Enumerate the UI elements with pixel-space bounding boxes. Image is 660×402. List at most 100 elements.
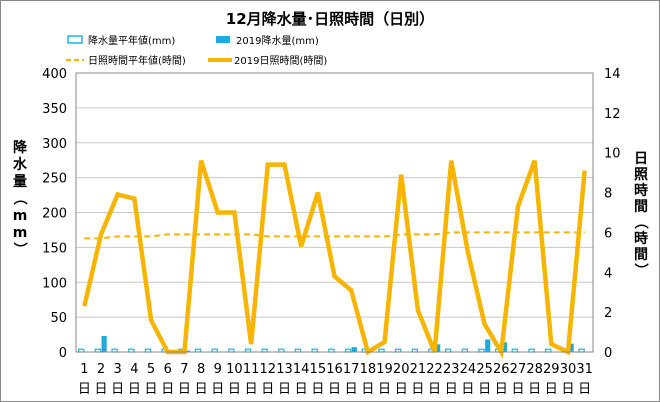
left-tick-label: 150 [42,241,67,256]
axis-label-char: m [13,225,28,241]
x-tick-suffix: 日 [78,382,91,397]
left-tick-label: 300 [42,137,67,152]
x-tick-suffix: 日 [311,382,324,397]
axis-label-char: 量 [13,174,27,190]
x-tick-suffix: 日 [495,382,508,397]
x-tick-suffix: 日 [478,382,491,397]
x-tick-label: 28 [526,362,543,377]
chart-title: 12月降水量･日照時間（日別） [226,10,434,28]
x-tick-label: 11 [243,362,260,377]
x-tick-suffix: 日 [278,382,291,397]
x-tick-label: 16 [326,362,343,377]
x-tick-label: 9 [214,362,222,377]
x-tick-label: 29 [543,362,560,377]
right-tick-label: 6 [604,226,612,241]
x-tick-suffix: 日 [561,382,574,397]
axis-label-char: 日 [634,151,648,167]
x-tick-label: 10 [226,362,243,377]
x-tick-label: 15 [310,362,327,377]
axis-label-char: 降 [13,139,28,156]
x-tick-label: 17 [343,362,360,377]
left-tick-label: 350 [42,102,67,117]
legend-swatch [67,35,83,44]
left-tick-label: 50 [50,311,67,326]
actual-precip-bar [501,342,507,352]
x-tick-label: 30 [560,362,577,377]
x-tick-suffix: 日 [395,382,408,397]
actual-precip-bar [101,335,107,352]
x-tick-suffix: 日 [361,382,374,397]
x-tick-suffix: 日 [545,382,558,397]
axis-label-char: 水 [13,156,28,173]
x-tick-suffix: 日 [511,382,524,397]
x-tick-suffix: 日 [211,382,224,397]
right-tick-label: 2 [604,306,612,321]
x-tick-label: 12 [260,362,277,377]
normal-sunshine-line [84,231,585,240]
x-tick-label: 23 [443,362,460,377]
right-tick-label: 0 [604,346,612,361]
axis-label-char: 時 [634,230,648,247]
x-tick-suffix: 日 [111,382,124,397]
x-tick-label: 31 [576,362,593,377]
x-tick-label: 8 [197,362,205,377]
actual-precip-bar [485,339,491,352]
x-tick-label: 21 [410,362,427,377]
x-tick-suffix: 日 [178,382,191,397]
chart-legend: 降水量平年値(mm) 2019降水量(mm) 日照時間平年値(時間) 2019日照時間… [66,34,327,67]
x-tick-label: 18 [360,362,377,377]
actual-precip-bar [568,343,574,352]
legend-swatch [216,36,230,43]
x-tick-suffix: 日 [128,382,141,397]
right-tick-label: 4 [604,266,612,281]
x-tick-label: 20 [393,362,410,377]
x-tick-suffix: 日 [95,382,108,397]
x-tick-label: 1 [80,362,88,377]
left-axis-label: 降水量（mm） [11,139,28,256]
x-tick-suffix: 日 [161,382,174,397]
x-tick-suffix: 日 [461,382,474,397]
x-tick-label: 27 [510,362,527,377]
left-tick-label: 0 [59,346,67,361]
right-tick-label: 14 [604,67,621,82]
actual-precip-bar [351,347,357,352]
x-tick-label: 6 [164,362,172,377]
axis-label-char: m [13,208,28,224]
x-tick-suffix: 日 [411,382,424,397]
legend-label: 降水量平年値(mm) [88,34,175,47]
plot-frame [75,72,594,353]
right-axis-ticks: 0 2 4 6 8 10 12 14 [604,67,621,361]
right-tick-label: 8 [604,187,612,202]
axis-label-char: ） [11,242,27,256]
x-tick-label: 4 [130,362,138,377]
axis-label-char: ） [632,263,648,277]
x-tick-suffix: 日 [245,382,258,397]
x-tick-label: 7 [180,362,188,377]
legend-label: 2019日照時間(時間) [234,55,327,67]
x-tick-label: 14 [293,362,310,377]
x-tick-label: 22 [426,362,443,377]
left-tick-label: 200 [42,207,67,222]
x-tick-suffix: 日 [528,382,541,397]
x-tick-suffix: 日 [295,382,308,397]
x-tick-suffix: 日 [261,382,274,397]
x-tick-suffix: 日 [195,382,208,397]
x-tick-suffix: 日 [428,382,441,397]
axis-label-char: 間 [634,247,648,263]
x-tick-suffix: 日 [445,382,458,397]
left-tick-label: 400 [42,67,67,82]
x-axis-ticks: 1日2日3日4日5日6日7日8日9日10日11日12日13日14日15日16日1… [78,362,593,397]
x-tick-suffix: 日 [328,382,341,397]
x-tick-suffix: 日 [145,382,158,397]
x-tick-suffix: 日 [228,382,241,397]
x-tick-label: 2 [97,362,105,377]
actual-precip-bar [184,350,191,352]
axis-label-char: 照 [634,167,648,183]
right-tick-label: 12 [604,107,621,122]
axis-label-char: （ [632,215,648,229]
x-tick-suffix: 日 [345,382,358,397]
x-tick-label: 5 [147,362,155,377]
legend-label: 日照時間平年値(時間) [88,54,186,67]
